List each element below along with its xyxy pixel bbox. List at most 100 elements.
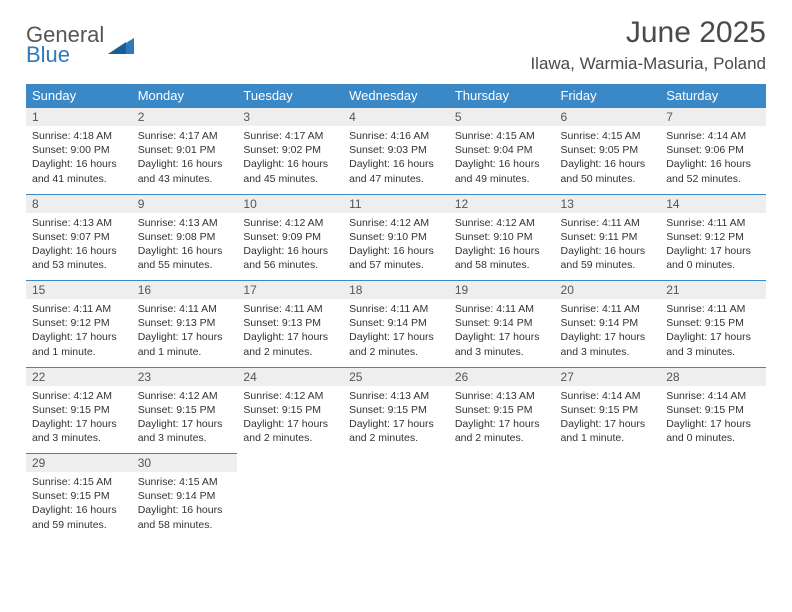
- sunrise-text: Sunrise: 4:12 AM: [243, 216, 337, 230]
- sunrise-text: Sunrise: 4:11 AM: [243, 302, 337, 316]
- sunrise-text: Sunrise: 4:13 AM: [32, 216, 126, 230]
- daylight-text-2: and 2 minutes.: [349, 345, 443, 359]
- daylight-text-1: Daylight: 16 hours: [455, 157, 549, 171]
- sunset-text: Sunset: 9:15 PM: [561, 403, 655, 417]
- daylight-text-2: and 59 minutes.: [32, 518, 126, 532]
- daylight-text-1: Daylight: 16 hours: [138, 503, 232, 517]
- day-content-cell: Sunrise: 4:15 AMSunset: 9:05 PMDaylight:…: [555, 126, 661, 194]
- day-number-cell: 19: [449, 281, 555, 300]
- day-number-cell: [555, 454, 661, 473]
- sunset-text: Sunset: 9:12 PM: [32, 316, 126, 330]
- sunset-text: Sunset: 9:15 PM: [666, 316, 760, 330]
- daylight-text-2: and 59 minutes.: [561, 258, 655, 272]
- day-number-cell: 4: [343, 108, 449, 127]
- daylight-text-2: and 47 minutes.: [349, 172, 443, 186]
- sunset-text: Sunset: 9:08 PM: [138, 230, 232, 244]
- daylight-text-2: and 2 minutes.: [243, 345, 337, 359]
- sunset-text: Sunset: 9:12 PM: [666, 230, 760, 244]
- sunrise-text: Sunrise: 4:15 AM: [32, 475, 126, 489]
- daylight-text-2: and 49 minutes.: [455, 172, 549, 186]
- daylight-text-2: and 58 minutes.: [138, 518, 232, 532]
- day-content-cell: Sunrise: 4:12 AMSunset: 9:15 PMDaylight:…: [237, 386, 343, 454]
- day-number-cell: 17: [237, 281, 343, 300]
- weekday-header: Thursday: [449, 84, 555, 108]
- daylight-text-1: Daylight: 16 hours: [243, 157, 337, 171]
- daylight-text-2: and 3 minutes.: [666, 345, 760, 359]
- daylight-text-1: Daylight: 16 hours: [349, 157, 443, 171]
- daylight-text-2: and 0 minutes.: [666, 431, 760, 445]
- day-number-cell: 15: [26, 281, 132, 300]
- day-number-cell: 5: [449, 108, 555, 127]
- day-content-cell: Sunrise: 4:13 AMSunset: 9:08 PMDaylight:…: [132, 213, 238, 281]
- sunset-text: Sunset: 9:00 PM: [32, 143, 126, 157]
- sunrise-text: Sunrise: 4:11 AM: [666, 302, 760, 316]
- day-content-cell: Sunrise: 4:11 AMSunset: 9:12 PMDaylight:…: [660, 213, 766, 281]
- daylight-text-1: Daylight: 17 hours: [666, 330, 760, 344]
- day-number-cell: 14: [660, 194, 766, 213]
- day-content-cell: Sunrise: 4:12 AMSunset: 9:15 PMDaylight:…: [132, 386, 238, 454]
- sunrise-text: Sunrise: 4:12 AM: [455, 216, 549, 230]
- day-content-row: Sunrise: 4:12 AMSunset: 9:15 PMDaylight:…: [26, 386, 766, 454]
- day-number-cell: 12: [449, 194, 555, 213]
- sunrise-text: Sunrise: 4:14 AM: [561, 389, 655, 403]
- daylight-text-2: and 3 minutes.: [32, 431, 126, 445]
- daylight-text-2: and 3 minutes.: [138, 431, 232, 445]
- day-number-cell: 6: [555, 108, 661, 127]
- day-content-cell: Sunrise: 4:17 AMSunset: 9:02 PMDaylight:…: [237, 126, 343, 194]
- daylight-text-1: Daylight: 17 hours: [455, 417, 549, 431]
- daylight-text-1: Daylight: 17 hours: [561, 417, 655, 431]
- daylight-text-2: and 2 minutes.: [243, 431, 337, 445]
- calendar-page: General Blue June 2025 Ilawa, Warmia-Mas…: [0, 0, 792, 540]
- sunset-text: Sunset: 9:01 PM: [138, 143, 232, 157]
- daylight-text-2: and 56 minutes.: [243, 258, 337, 272]
- sunrise-text: Sunrise: 4:16 AM: [349, 129, 443, 143]
- day-content-cell: Sunrise: 4:12 AMSunset: 9:09 PMDaylight:…: [237, 213, 343, 281]
- daylight-text-1: Daylight: 17 hours: [561, 330, 655, 344]
- calendar-table: SundayMondayTuesdayWednesdayThursdayFrid…: [26, 84, 766, 540]
- day-content-cell: Sunrise: 4:11 AMSunset: 9:15 PMDaylight:…: [660, 299, 766, 367]
- daylight-text-2: and 3 minutes.: [561, 345, 655, 359]
- weekday-header: Sunday: [26, 84, 132, 108]
- sunset-text: Sunset: 9:15 PM: [666, 403, 760, 417]
- daylight-text-1: Daylight: 17 hours: [666, 417, 760, 431]
- sunrise-text: Sunrise: 4:11 AM: [455, 302, 549, 316]
- day-content-cell: Sunrise: 4:15 AMSunset: 9:15 PMDaylight:…: [26, 472, 132, 540]
- month-title: June 2025: [530, 16, 766, 50]
- day-number-cell: 8: [26, 194, 132, 213]
- sunrise-text: Sunrise: 4:12 AM: [243, 389, 337, 403]
- day-content-cell: [555, 472, 661, 540]
- sunset-text: Sunset: 9:15 PM: [32, 489, 126, 503]
- day-number-cell: 21: [660, 281, 766, 300]
- sunset-text: Sunset: 9:09 PM: [243, 230, 337, 244]
- day-number-cell: 27: [555, 367, 661, 386]
- sunset-text: Sunset: 9:13 PM: [138, 316, 232, 330]
- sunrise-text: Sunrise: 4:15 AM: [455, 129, 549, 143]
- day-content-cell: [449, 472, 555, 540]
- daylight-text-2: and 1 minute.: [138, 345, 232, 359]
- sunrise-text: Sunrise: 4:14 AM: [666, 129, 760, 143]
- day-content-row: Sunrise: 4:15 AMSunset: 9:15 PM Daylight:…: [26, 472, 766, 540]
- day-content-cell: Sunrise: 4:13 AMSunset: 9:15 PMDaylight:…: [449, 386, 555, 454]
- daylight-text-1: Daylight: 16 hours: [666, 157, 760, 171]
- day-number-cell: 24: [237, 367, 343, 386]
- daylight-text-1: Daylight: 17 hours: [243, 330, 337, 344]
- sunrise-text: Sunrise: 4:11 AM: [561, 302, 655, 316]
- sunrise-text: Sunrise: 4:12 AM: [349, 216, 443, 230]
- day-number-cell: 3: [237, 108, 343, 127]
- sunrise-text: Sunrise: 4:15 AM: [561, 129, 655, 143]
- day-content-cell: Sunrise: 4:12 AMSunset: 9:10 PMDaylight:…: [343, 213, 449, 281]
- sunrise-text: Sunrise: 4:13 AM: [349, 389, 443, 403]
- sunset-text: Sunset: 9:06 PM: [666, 143, 760, 157]
- daylight-text-1: Daylight: 16 hours: [243, 244, 337, 258]
- daylight-text-2: and 52 minutes.: [666, 172, 760, 186]
- weekday-header: Wednesday: [343, 84, 449, 108]
- sunrise-text: Sunrise: 4:12 AM: [32, 389, 126, 403]
- sunrise-text: Sunrise: 4:13 AM: [455, 389, 549, 403]
- day-content-cell: Sunrise: 4:15 AMSunset: 9:04 PMDaylight:…: [449, 126, 555, 194]
- day-content-cell: Sunrise: 4:11 AMSunset: 9:12 PMDaylight:…: [26, 299, 132, 367]
- daylight-text-1: Daylight: 17 hours: [349, 417, 443, 431]
- daylight-text-2: and 57 minutes.: [349, 258, 443, 272]
- sunset-text: Sunset: 9:14 PM: [138, 489, 232, 503]
- sunset-text: Sunset: 9:10 PM: [349, 230, 443, 244]
- sunset-text: Sunset: 9:03 PM: [349, 143, 443, 157]
